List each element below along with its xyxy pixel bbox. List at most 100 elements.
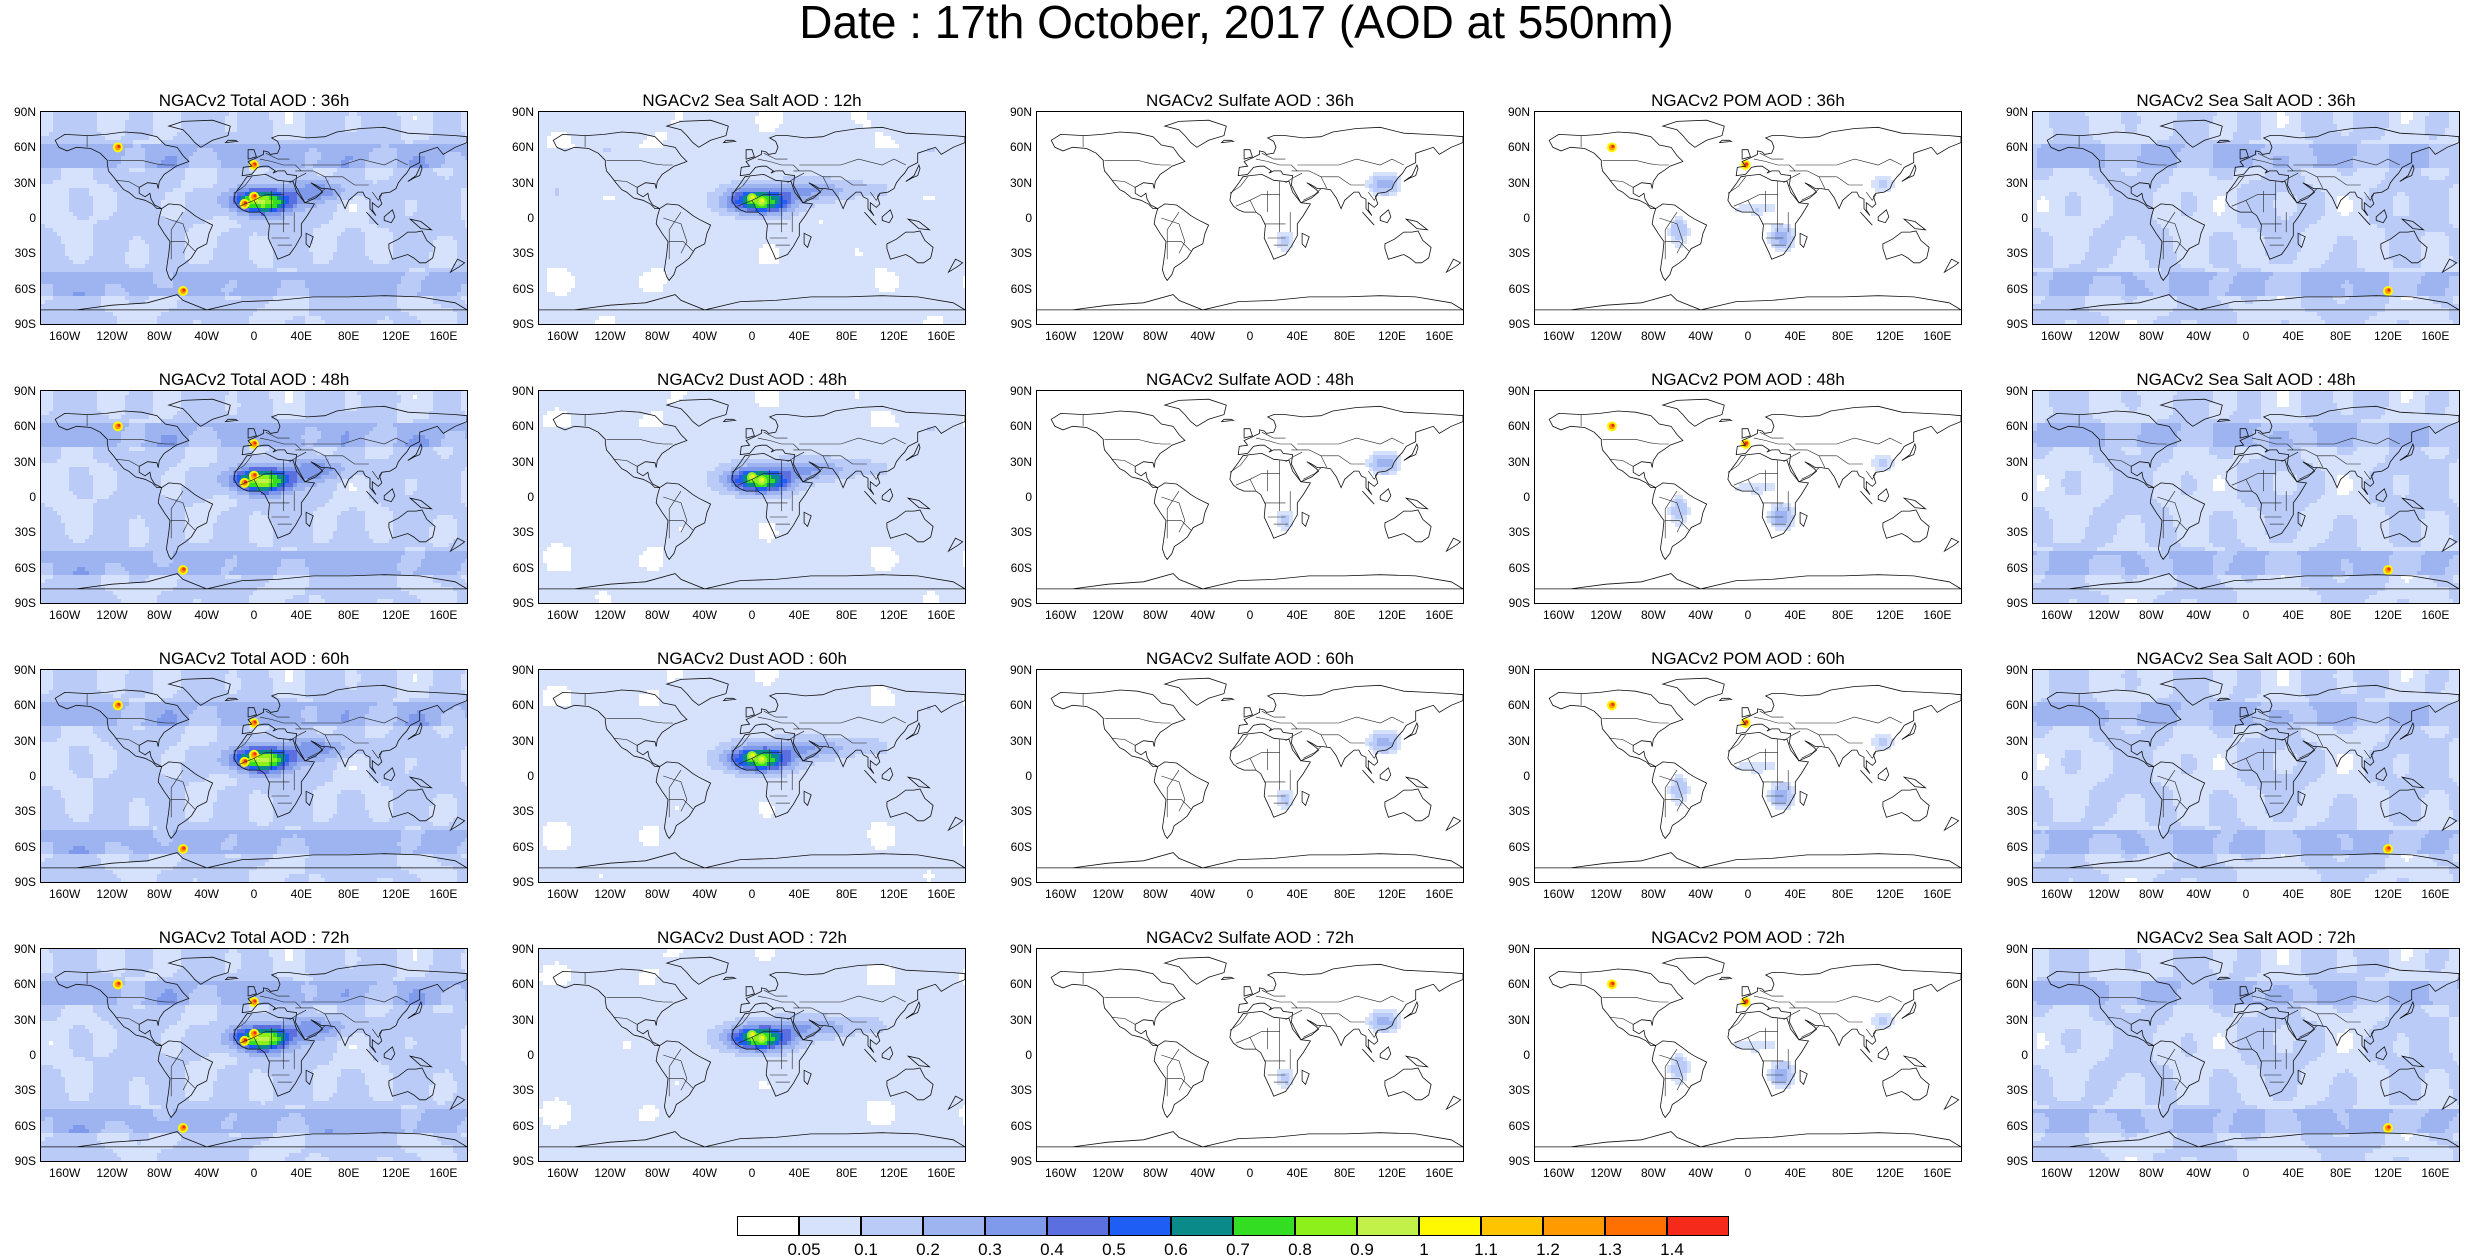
longitude-label: 40W: [2179, 330, 2219, 342]
coastlines: [1037, 399, 1463, 589]
longitude-label: 40W: [685, 330, 725, 342]
map-panel: NGACv2 Total AOD : 36h 90N 60N 30N 0 30S 60S 90…: [0, 92, 480, 342]
colorbar-swatch: [1605, 1216, 1667, 1236]
latitude-label: 0: [498, 491, 534, 503]
latitude-label: 60N: [1494, 141, 1530, 153]
longitude-label: 40W: [187, 330, 227, 342]
longitude-label: 40W: [1681, 888, 1721, 900]
latitude-label: 30S: [1992, 247, 2028, 259]
panel-title: NGACv2 Total AOD : 72h: [40, 929, 468, 947]
aod-field: [539, 670, 965, 882]
colorbar-swatch: [985, 1216, 1047, 1236]
longitude-label: 160W: [543, 330, 583, 342]
longitude-label: 80E: [2321, 330, 2361, 342]
longitude-label: 120E: [376, 1167, 416, 1179]
latitude-label: 90N: [1992, 664, 2028, 676]
longitude-label: 40W: [1681, 1167, 1721, 1179]
panel-title: NGACv2 Sulfate AOD : 48h: [1036, 371, 1464, 389]
longitude-label: 120E: [2368, 1167, 2408, 1179]
longitude-label: 160E: [1419, 888, 1459, 900]
panel-title: NGACv2 POM AOD : 60h: [1534, 650, 1962, 668]
latitude-label: 60S: [1494, 562, 1530, 574]
latitude-label: 30S: [1494, 526, 1530, 538]
longitude-label: 0: [1230, 330, 1270, 342]
latitude-label: 60N: [996, 141, 1032, 153]
longitude-label: 40E: [281, 330, 321, 342]
colorbar-label: 0.05: [779, 1241, 829, 1259]
longitude-label: 80W: [1633, 888, 1673, 900]
longitude-label: 120E: [1870, 1167, 1910, 1179]
longitude-label: 160W: [1539, 888, 1579, 900]
latitude-label: 0: [0, 212, 36, 224]
longitude-label: 160W: [45, 609, 85, 621]
latitude-label: 30N: [1992, 735, 2028, 747]
aod-field: [1277, 451, 1401, 531]
map-panel: NGACv2 POM AOD : 72h 90N 60N 30N 0 30S 60S 90S 1…: [1494, 929, 1974, 1179]
latitude-label: 60N: [498, 978, 534, 990]
longitude-label: 160W: [1539, 609, 1579, 621]
longitude-label: 80W: [139, 609, 179, 621]
panel-title: NGACv2 Sea Salt AOD : 60h: [2032, 650, 2460, 668]
longitude-label: 80E: [329, 888, 369, 900]
longitude-label: 80E: [1325, 888, 1365, 900]
latitude-label: 90N: [498, 385, 534, 397]
map-frame: [538, 111, 966, 325]
aod-map: [2033, 112, 2459, 324]
latitude-label: 0: [1992, 212, 2028, 224]
longitude-label: 160W: [1041, 1167, 1081, 1179]
colorbar-legend: 0.05 0.1 0.2 0.3 0.4 0.5 0.6 0.7 0.8 0.9 1 1.1 1.2 1.…: [737, 1216, 1737, 1260]
latitude-label: 0: [996, 212, 1032, 224]
latitude-label: 90S: [1992, 597, 2028, 609]
panel-title: NGACv2 Dust AOD : 60h: [538, 650, 966, 668]
latitude-label: 90N: [996, 943, 1032, 955]
colorbar-swatch: [1109, 1216, 1171, 1236]
longitude-label: 40E: [2273, 330, 2313, 342]
longitude-label: 80E: [1823, 888, 1863, 900]
aod-map: [1037, 112, 1463, 324]
aod-map: [41, 112, 467, 324]
longitude-label: 160W: [2037, 1167, 2077, 1179]
page-title: Date : 17th October, 2017 (AOD at 550nm): [0, 0, 2473, 48]
latitude-label: 60N: [1992, 699, 2028, 711]
colorbar-swatch: [923, 1216, 985, 1236]
latitude-label: 60S: [996, 283, 1032, 295]
map-panel: NGACv2 Sea Salt AOD : 48h 90N 60N 30N 0 30S 60…: [1992, 371, 2472, 621]
latitude-label: 60S: [0, 562, 36, 574]
longitude-label: 80E: [329, 330, 369, 342]
longitude-label: 80W: [1633, 609, 1673, 621]
latitude-label: 30N: [996, 456, 1032, 468]
longitude-label: 0: [234, 609, 274, 621]
longitude-label: 80W: [1135, 609, 1175, 621]
longitude-label: 160E: [1917, 888, 1957, 900]
longitude-label: 80E: [2321, 888, 2361, 900]
longitude-label: 80W: [139, 888, 179, 900]
panel-title: NGACv2 POM AOD : 36h: [1534, 92, 1962, 110]
longitude-label: 120W: [1088, 888, 1128, 900]
coastlines: [1535, 399, 1961, 589]
map-frame: [538, 948, 966, 1162]
colorbar-label: 0.3: [965, 1241, 1015, 1259]
longitude-label: 120W: [1586, 888, 1626, 900]
aod-map: [2033, 391, 2459, 603]
longitude-label: 80W: [1633, 330, 1673, 342]
latitude-label: 60N: [0, 141, 36, 153]
latitude-label: 60N: [1494, 978, 1530, 990]
longitude-label: 40E: [1775, 1167, 1815, 1179]
latitude-label: 30S: [0, 805, 36, 817]
longitude-label: 80E: [2321, 609, 2361, 621]
longitude-label: 120E: [376, 330, 416, 342]
longitude-label: 80E: [827, 609, 867, 621]
coastlines: [1535, 957, 1961, 1147]
map-frame: [2032, 948, 2460, 1162]
panel-title: NGACv2 Dust AOD : 48h: [538, 371, 966, 389]
aod-map: [41, 670, 467, 882]
longitude-label: 120W: [92, 330, 132, 342]
longitude-label: 40W: [2179, 888, 2219, 900]
latitude-label: 60S: [996, 841, 1032, 853]
latitude-label: 60S: [996, 562, 1032, 574]
aod-map: [539, 391, 965, 603]
longitude-label: 120E: [1372, 888, 1412, 900]
latitude-label: 30N: [1992, 456, 2028, 468]
coastlines: [1535, 120, 1961, 310]
map-frame: [1534, 948, 1962, 1162]
